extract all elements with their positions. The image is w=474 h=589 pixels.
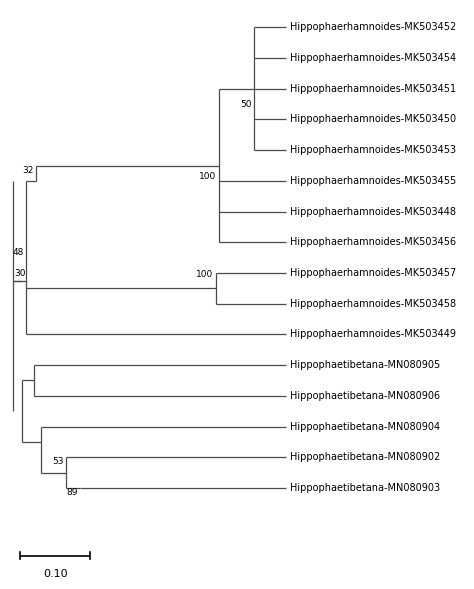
Text: 100: 100 — [196, 270, 213, 279]
Text: Hippophaerhamnoides-MK503456: Hippophaerhamnoides-MK503456 — [290, 237, 456, 247]
Text: Hippophaerhamnoides-MK503448: Hippophaerhamnoides-MK503448 — [290, 207, 456, 217]
Text: 30: 30 — [14, 269, 26, 277]
Text: Hippophaetibetana-MN080902: Hippophaetibetana-MN080902 — [290, 452, 440, 462]
Text: 32: 32 — [22, 166, 34, 175]
Text: 89: 89 — [66, 488, 78, 497]
Text: Hippophaetibetana-MN080906: Hippophaetibetana-MN080906 — [290, 391, 440, 401]
Text: Hippophaerhamnoides-MK503454: Hippophaerhamnoides-MK503454 — [290, 53, 456, 63]
Text: 48: 48 — [12, 249, 24, 257]
Text: 100: 100 — [200, 171, 217, 181]
Text: Hippophaerhamnoides-MK503457: Hippophaerhamnoides-MK503457 — [290, 268, 456, 278]
Text: 0.10: 0.10 — [43, 570, 67, 580]
Text: Hippophaerhamnoides-MK503458: Hippophaerhamnoides-MK503458 — [290, 299, 456, 309]
Text: Hippophaetibetana-MN080905: Hippophaetibetana-MN080905 — [290, 360, 440, 370]
Text: Hippophaerhamnoides-MK503450: Hippophaerhamnoides-MK503450 — [290, 114, 456, 124]
Text: Hippophaetibetana-MN080903: Hippophaetibetana-MN080903 — [290, 483, 440, 493]
Text: Hippophaerhamnoides-MK503452: Hippophaerhamnoides-MK503452 — [290, 22, 456, 32]
Text: Hippophaerhamnoides-MK503455: Hippophaerhamnoides-MK503455 — [290, 176, 456, 186]
Text: 53: 53 — [52, 457, 64, 466]
Text: 50: 50 — [240, 100, 252, 108]
Text: Hippophaerhamnoides-MK503451: Hippophaerhamnoides-MK503451 — [290, 84, 456, 94]
Text: Hippophaerhamnoides-MK503449: Hippophaerhamnoides-MK503449 — [290, 329, 456, 339]
Text: Hippophaetibetana-MN080904: Hippophaetibetana-MN080904 — [290, 422, 440, 432]
Text: Hippophaerhamnoides-MK503453: Hippophaerhamnoides-MK503453 — [290, 145, 456, 155]
